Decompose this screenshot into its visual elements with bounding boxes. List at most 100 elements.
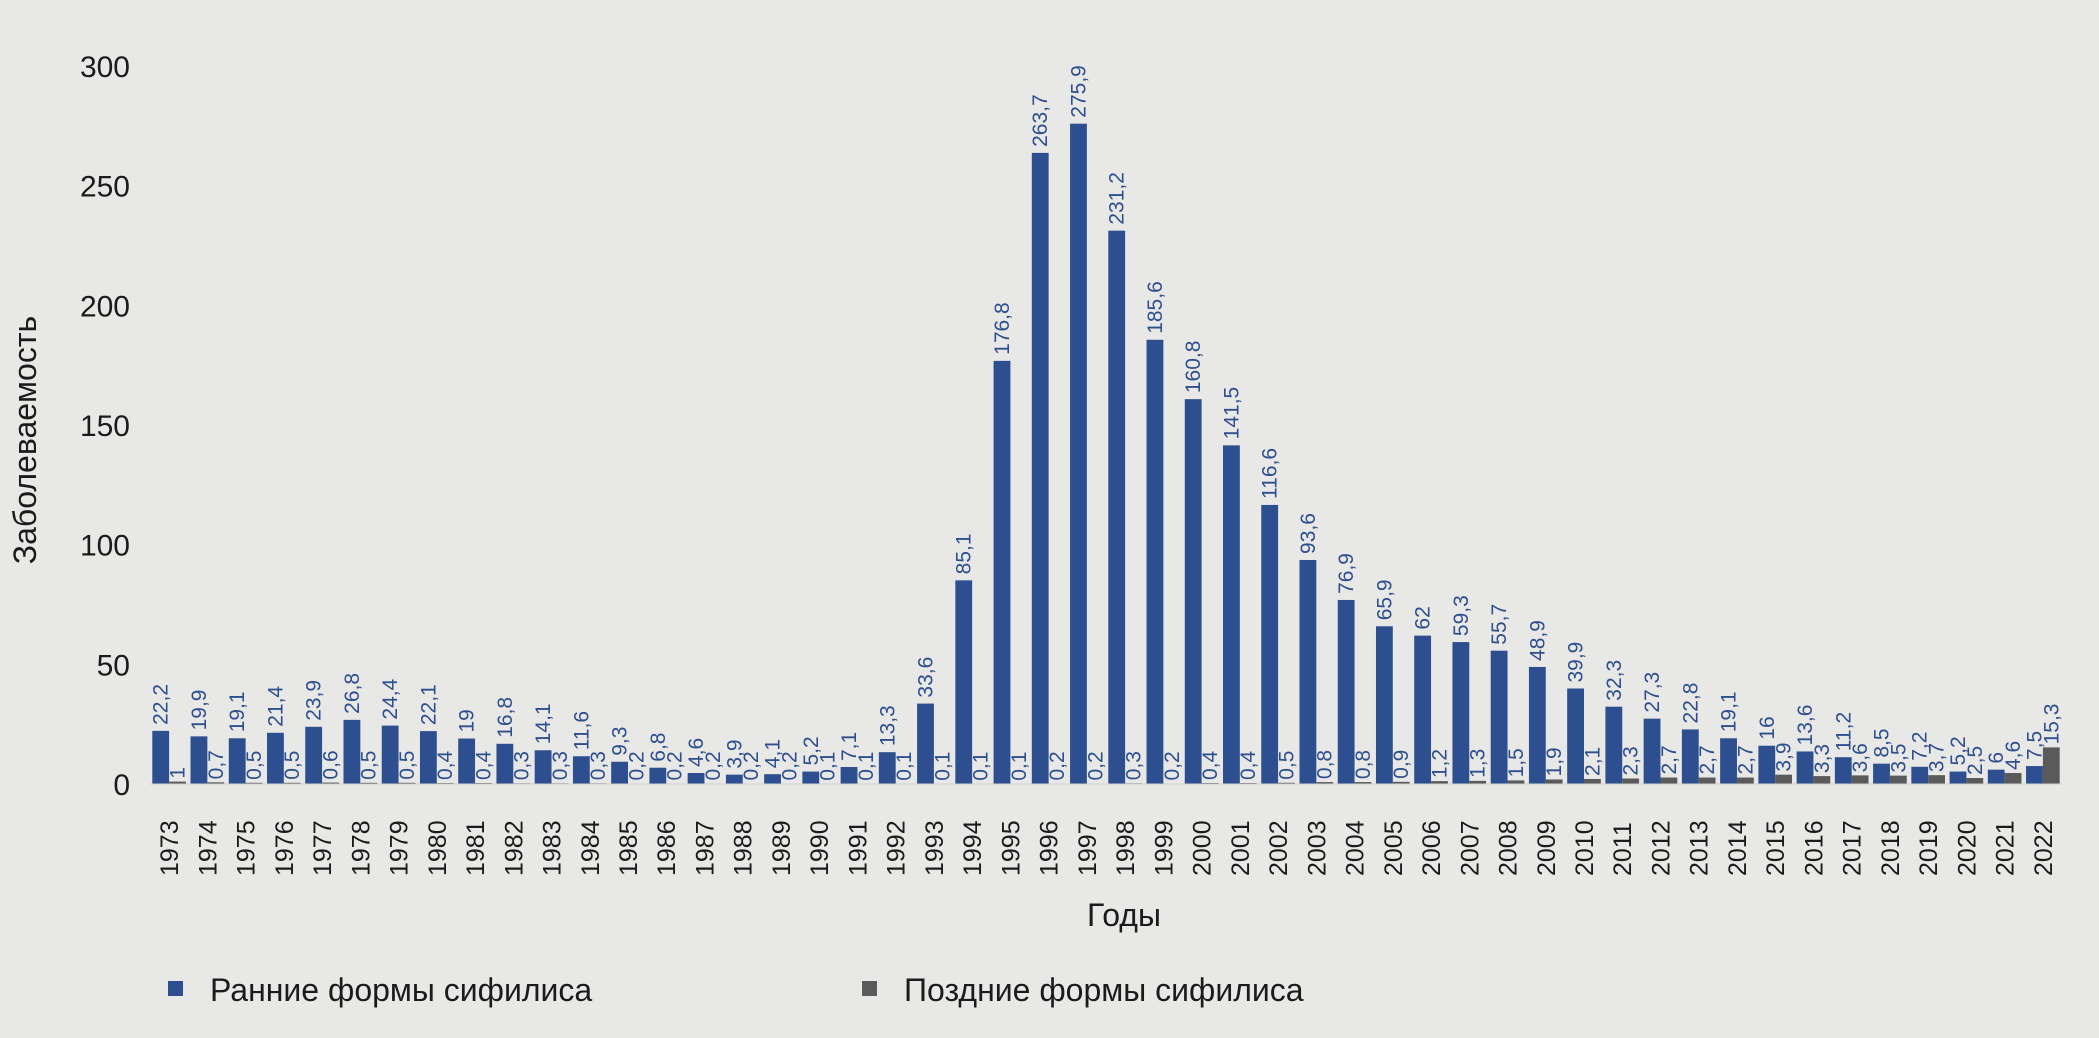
data-label-early: 19 [456,709,479,732]
data-label-early: 24,4 [379,678,402,719]
data-label-early: 39,9 [1565,642,1588,683]
x-tick-label: 2008 [1495,820,1523,876]
x-tick-label: 2012 [1647,820,1675,876]
bar-late [1699,778,1716,784]
data-label-early: 14,1 [532,703,555,744]
x-tick-label: 2018 [1877,820,1905,876]
data-label-late: 2,5 [1964,746,1987,775]
x-tick-label: 2013 [1686,820,1714,876]
y-tick-label: 100 [80,530,130,563]
x-tick-label: 2022 [2030,820,2058,876]
legend-swatch-late [862,981,877,996]
data-label-early: 62 [1412,606,1435,629]
data-label-early: 176,8 [991,302,1014,355]
data-label-late: 0,3 [511,751,534,780]
data-label-late: 0,1 [970,752,993,781]
data-label-late: 0,5 [396,751,419,780]
data-label-late: 0,1 [931,752,954,781]
data-label-late: 2,1 [1581,747,1604,776]
data-label-early: 27,3 [1641,672,1664,713]
data-label-late: 0,4 [472,751,495,781]
data-label-late: 3,5 [1887,743,1910,772]
legend-swatch-early [168,981,183,996]
x-tick-label: 1974 [194,820,222,876]
data-label-early: 85,1 [953,533,976,574]
data-label-early: 19,1 [226,691,249,732]
data-label-early: 21,4 [264,686,287,727]
data-label-late: 1,9 [1543,747,1566,776]
x-axis-title: Годы [1087,897,1161,933]
x-tick-label: 2011 [1609,822,1637,876]
x-tick-label: 1998 [1112,820,1140,876]
data-label-early: 13,6 [1794,705,1817,746]
data-label-early: 48,9 [1526,620,1549,661]
data-label-late: 0,2 [1046,751,1069,780]
x-tick-label: 2014 [1724,820,1752,876]
bar-late [1584,779,1601,784]
legend-label-early: Ранние формы сифилиса [210,972,592,1008]
data-label-early: 16,8 [494,697,517,738]
bar-early [1070,124,1087,784]
data-label-early: 76,9 [1335,553,1358,594]
data-label-late: 0,1 [855,752,878,781]
x-tick-label: 2009 [1533,820,1561,876]
bar-early [1185,399,1202,784]
data-label-late: 2,3 [1620,746,1643,775]
data-label-late: 15,3 [2040,704,2063,745]
x-tick-label: 1978 [347,820,375,876]
data-label-late: 0,4 [434,751,457,781]
data-label-early: 116,6 [1259,448,1282,499]
bar-late [1546,779,1563,784]
y-axis-title: Заболеваемость [7,316,43,564]
x-tick-label: 1983 [539,820,567,876]
data-label-late: 0,4 [1199,751,1222,781]
y-tick-label: 0 [113,769,130,802]
bar-late [1737,778,1754,784]
x-tick-label: 1991 [844,820,872,876]
x-tick-label: 1985 [615,820,643,876]
x-tick-label: 1980 [424,820,452,876]
data-label-late: 0,7 [205,750,228,779]
x-tick-label: 2007 [1456,820,1484,876]
data-label-late: 1 [167,767,190,779]
bar-early [1147,340,1164,784]
data-label-late: 0,2 [1084,751,1107,780]
bar-late [2005,773,2022,784]
data-label-early: 275,9 [1067,65,1090,118]
data-label-early: 231,2 [1106,172,1129,225]
bar-early [1223,445,1240,784]
data-label-late: 0,3 [1123,751,1146,780]
x-tick-label: 2016 [1800,820,1828,876]
data-label-early: 263,7 [1029,94,1052,147]
data-label-late: 0,9 [1390,750,1413,779]
x-tick-label: 1982 [500,820,528,876]
data-label-late: 0,1 [1008,752,1031,781]
bar-late [1508,780,1525,784]
data-label-late: 3,3 [1811,744,1834,773]
bar-early [2026,766,2043,784]
data-label-late: 3,6 [1849,743,1872,772]
y-tick-label: 50 [97,649,130,682]
data-label-early: 185,6 [1144,281,1167,334]
bar-late [1890,776,1907,784]
x-tick-label: 1989 [768,820,796,876]
bar-early [1108,231,1125,784]
x-tick-label: 2019 [1915,820,1943,876]
bar-early [1032,153,1049,784]
x-tick-label: 1973 [156,820,184,876]
x-tick-label: 1994 [959,820,987,876]
x-tick-label: 2004 [1342,820,1370,876]
data-label-early: 22,1 [417,684,440,725]
data-label-late: 0,2 [702,751,725,780]
legend-label-late: Поздние формы сифилиса [904,972,1304,1008]
bar-late [1813,776,1830,784]
data-label-late: 0,4 [1237,751,1260,781]
x-tick-label: 1988 [730,820,758,876]
x-tick-label: 2017 [1839,820,1867,876]
data-label-early: 160,8 [1182,341,1205,394]
data-label-early: 32,3 [1603,660,1626,701]
data-label-late: 0,3 [587,751,610,780]
x-tick-label: 1987 [691,820,719,876]
data-label-late: 0,8 [1352,750,1375,779]
